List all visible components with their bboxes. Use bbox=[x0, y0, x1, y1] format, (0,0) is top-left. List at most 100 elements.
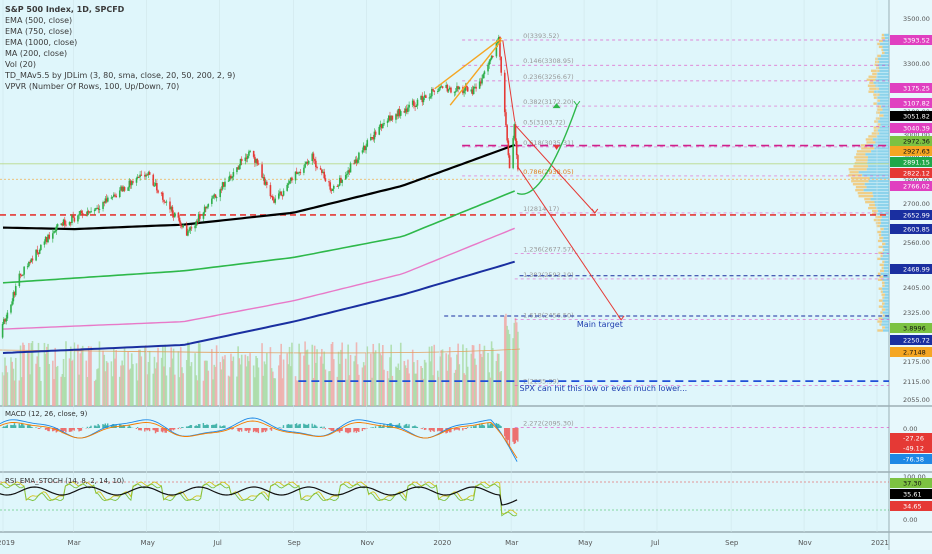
vpvr-bar-down bbox=[855, 189, 863, 191]
candle-body bbox=[27, 266, 29, 267]
vpvr-bar-up bbox=[879, 88, 889, 90]
candle-body bbox=[182, 225, 184, 227]
vpvr-bar-up bbox=[879, 93, 889, 95]
macd-hist-bar bbox=[364, 428, 365, 429]
macd-hist-bar bbox=[19, 424, 20, 428]
macd-hist-bar bbox=[213, 425, 214, 428]
vpvr-bar-down bbox=[882, 267, 884, 269]
candle-body bbox=[203, 212, 205, 218]
volume-bar bbox=[241, 355, 243, 406]
candle-body bbox=[432, 89, 434, 90]
macd-hist-bar bbox=[207, 425, 208, 428]
macd-hist-bar bbox=[174, 428, 175, 429]
macd-hist-bar bbox=[248, 428, 249, 433]
candle-body bbox=[215, 194, 217, 197]
price-badge-label: 2.7148 bbox=[903, 349, 926, 357]
vpvr-bar-down bbox=[877, 231, 881, 233]
candle-body bbox=[430, 96, 432, 97]
vpvr-bar-down bbox=[865, 201, 874, 203]
legend-ema1000[interactable]: EMA (1000, close) bbox=[5, 37, 235, 48]
time-tick-label: Mar bbox=[505, 539, 518, 547]
vpvr-bar-up bbox=[868, 156, 889, 158]
macd-hist-bar bbox=[181, 427, 182, 428]
macd-hist-bar bbox=[13, 425, 14, 428]
vpvr-bar-down bbox=[879, 305, 883, 307]
candle-body bbox=[516, 141, 518, 155]
macd-hist-bar bbox=[130, 426, 131, 428]
vpvr-bar-down bbox=[854, 165, 869, 167]
volume-bar bbox=[375, 350, 377, 406]
candle-body bbox=[219, 189, 221, 197]
candle-body bbox=[475, 87, 477, 89]
candle-body bbox=[247, 156, 249, 159]
candle-body bbox=[323, 172, 325, 178]
macd-hist-bar bbox=[138, 428, 139, 430]
macd-hist-bar bbox=[140, 428, 141, 431]
candle-body bbox=[353, 163, 355, 164]
candle-body bbox=[297, 173, 299, 174]
candle-body bbox=[313, 154, 315, 160]
volume-bar bbox=[23, 345, 25, 406]
legend-vpvr[interactable]: VPVR (Number Of Rows, 100, Up/Down, 70) bbox=[5, 81, 235, 92]
vpvr-bar-up bbox=[883, 237, 889, 239]
price-badge-label: 2927.63 bbox=[903, 148, 930, 156]
macd-hist-bar bbox=[357, 428, 358, 431]
volume-bar bbox=[149, 351, 151, 406]
volume-bar bbox=[233, 357, 235, 406]
macd-hist-bar bbox=[329, 428, 330, 430]
macd-hist-bar bbox=[253, 428, 254, 432]
macd-hist-bar bbox=[107, 423, 108, 428]
volume-bar bbox=[450, 357, 452, 406]
vpvr-bar-up bbox=[880, 99, 889, 101]
candle-body bbox=[188, 230, 190, 231]
candle-body bbox=[490, 59, 492, 61]
macd-hist-bar bbox=[145, 428, 146, 429]
macd-hist-bar bbox=[286, 425, 287, 428]
macd-hist-bar bbox=[233, 428, 234, 429]
vpvr-bar-up bbox=[878, 58, 889, 60]
legend-ema500[interactable]: EMA (500, close) bbox=[5, 15, 235, 26]
candle-body bbox=[224, 182, 226, 187]
volume-bar bbox=[191, 362, 193, 406]
candle-body bbox=[289, 181, 291, 183]
macd-hist-bar bbox=[249, 428, 250, 430]
macd-hist-bar bbox=[372, 427, 373, 428]
volume-bar bbox=[433, 345, 435, 406]
volume-bar bbox=[358, 375, 360, 406]
vpvr-bar-up bbox=[873, 138, 889, 140]
candle-body bbox=[383, 123, 385, 124]
macd-hist-bar bbox=[46, 428, 47, 430]
macd-hist-bar bbox=[490, 424, 491, 428]
macd-hist-bar bbox=[459, 428, 460, 430]
vpvr-bar-up bbox=[875, 141, 889, 143]
vpvr-bar-down bbox=[851, 180, 869, 182]
vpvr-bar-up bbox=[881, 273, 889, 275]
candle-body bbox=[308, 161, 310, 164]
macd-hist-bar bbox=[204, 425, 205, 428]
volume-bar bbox=[283, 360, 285, 406]
vpvr-bar-up bbox=[879, 132, 889, 134]
macd-hist-bar bbox=[23, 425, 24, 428]
macd-hist-bar bbox=[304, 424, 305, 428]
vpvr-bar-down bbox=[877, 55, 881, 57]
vpvr-bar-up bbox=[884, 249, 889, 251]
price-axis: 3500.003400.003300.003200.003100.003000.… bbox=[890, 15, 932, 524]
candle-body bbox=[72, 215, 74, 217]
candle-body bbox=[157, 190, 159, 192]
macd-hist-bar bbox=[295, 424, 296, 428]
macd-hist-bar bbox=[77, 428, 78, 429]
vpvr-bar-up bbox=[877, 135, 889, 137]
vpvr-bar-up bbox=[874, 147, 889, 149]
candle-body bbox=[350, 163, 352, 172]
legend-tdma[interactable]: TD_MAv5.5 by JDLim (3, 80, sma, close, 2… bbox=[5, 70, 235, 81]
vpvr-bar-up bbox=[885, 302, 889, 304]
volume-bar bbox=[7, 372, 9, 406]
legend-vol[interactable]: Vol (20) bbox=[5, 59, 235, 70]
legend-ema750[interactable]: EMA (750, close) bbox=[5, 26, 235, 37]
vpvr-bar-down bbox=[876, 111, 880, 113]
price-axis-panel[interactable] bbox=[889, 0, 932, 550]
vpvr-bar-down bbox=[853, 183, 865, 185]
candle-body bbox=[400, 111, 402, 116]
legend-ma200[interactable]: MA (200, close) bbox=[5, 48, 235, 59]
price-tick-label: 2405.00 bbox=[903, 284, 930, 292]
